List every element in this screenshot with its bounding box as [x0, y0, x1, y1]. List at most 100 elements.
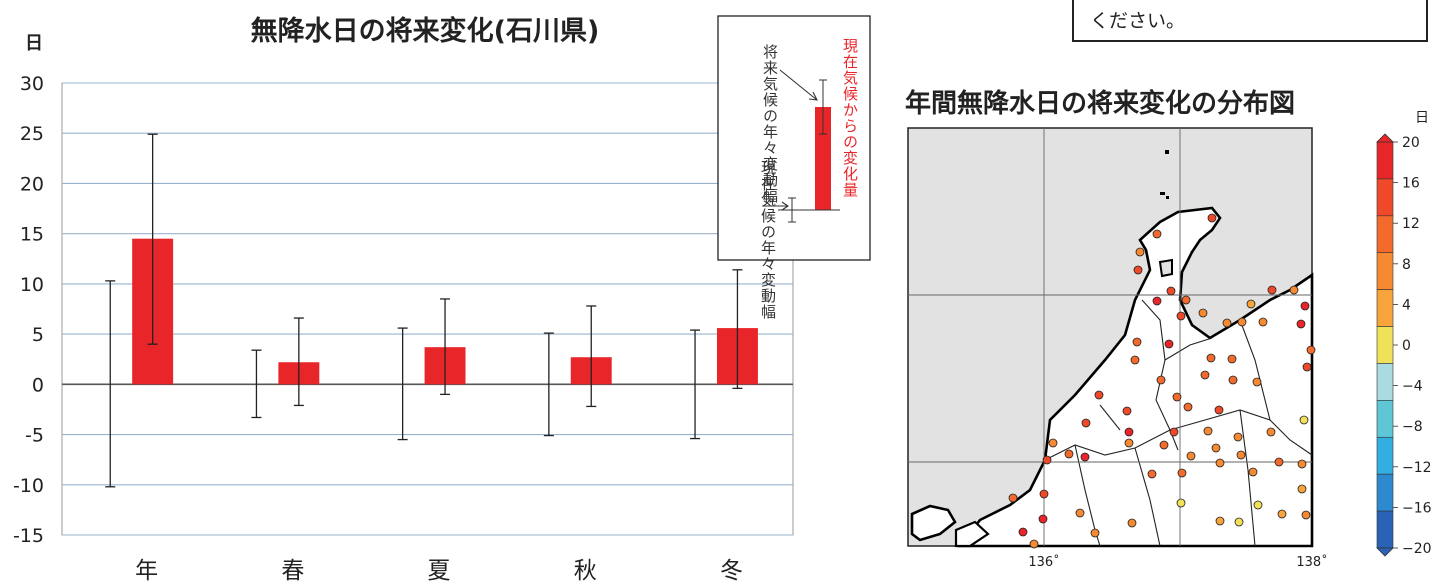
station-marker: [1128, 519, 1136, 527]
station-marker: [1177, 312, 1185, 320]
station-marker: [1134, 266, 1142, 274]
colorbar-tick-label: −4: [1402, 379, 1423, 395]
station-marker: [1290, 286, 1298, 294]
station-marker: [1178, 469, 1186, 477]
y-tick-label: 0: [32, 374, 44, 396]
colorbar-segment: [1377, 327, 1393, 364]
station-marker: [1259, 318, 1267, 326]
station-marker: [1278, 510, 1286, 518]
station-marker: [1216, 517, 1224, 525]
colorbar-segment: [1377, 437, 1393, 474]
station-marker: [1019, 528, 1027, 536]
station-marker: [1302, 511, 1310, 519]
station-marker: [1215, 406, 1223, 414]
station-marker: [1148, 470, 1156, 478]
station-marker: [1303, 363, 1311, 371]
x-tick-label: 秋: [574, 558, 597, 584]
x-tick-label: 年: [135, 558, 158, 584]
y-tick-label: 30: [20, 73, 44, 95]
y-tick-label: -10: [13, 475, 44, 497]
station-marker: [1076, 509, 1084, 517]
station-marker: [1182, 296, 1190, 304]
station-marker: [1249, 468, 1257, 476]
station-marker: [1133, 338, 1141, 346]
station-marker: [1234, 433, 1242, 441]
y-tick-label: 5: [32, 324, 44, 346]
station-marker: [1065, 450, 1073, 458]
colorbar-unit: 日: [1415, 110, 1429, 126]
map-title: 年間無降水日の将来変化の分布図: [905, 88, 1295, 119]
y-axis-unit: 日: [25, 33, 43, 54]
station-marker: [1267, 428, 1275, 436]
x-tick-label: 春: [281, 558, 304, 584]
colorbar-tick-label: −8: [1402, 419, 1423, 435]
bar-chart: 無降水日の将来変化(石川県) 日 30 25 20 15 10 5 0 -5 -10 -15 年 春…: [0, 0, 880, 585]
station-marker: [1131, 356, 1139, 364]
station-marker: [1228, 355, 1236, 363]
station-marker: [1157, 376, 1165, 384]
colorbar-segment: [1377, 363, 1393, 400]
colorbar-tick-label: 16: [1402, 176, 1420, 192]
lon-label-138: 138˚: [1296, 554, 1327, 570]
station-marker: [1247, 300, 1255, 308]
y-tick-label: 15: [20, 224, 44, 246]
chart-title: 無降水日の将来変化(石川県): [251, 15, 600, 47]
station-marker: [1268, 286, 1276, 294]
station-marker: [1275, 458, 1283, 466]
y-tick-label: -15: [13, 525, 44, 547]
station-marker: [1082, 419, 1090, 427]
station-marker: [1254, 501, 1262, 509]
station-marker: [1298, 460, 1306, 468]
colorbar-segment: [1377, 142, 1393, 179]
station-marker: [1229, 376, 1237, 384]
colorbar-tick-label: −20: [1402, 541, 1432, 557]
legend-current-range-label: 現在気候の年々変動幅: [759, 160, 777, 320]
station-marker: [1184, 403, 1192, 411]
station-marker: [1043, 456, 1051, 464]
colorbar: 20 16 12 8 4 0 −4 −8 −12 −16 −20: [1377, 134, 1432, 557]
y-tick-label: 25: [20, 123, 44, 145]
station-marker: [1212, 444, 1220, 452]
station-marker: [1123, 407, 1131, 415]
y-tick-label: 20: [20, 173, 44, 195]
colorbar-segment: [1377, 179, 1393, 216]
station-marker: [1173, 393, 1181, 401]
colorbar-tick-label: −16: [1402, 500, 1432, 516]
colorbar-tick-label: −12: [1402, 460, 1432, 476]
station-marker: [1030, 540, 1038, 548]
station-marker: [1125, 428, 1133, 436]
station-marker: [1049, 439, 1057, 447]
distribution-map: 年間無降水日の将来変化の分布図 136˚ 138˚ 日 20 16 12 8 4 0 −4 −…: [860, 0, 1445, 585]
station-marker: [1199, 309, 1207, 317]
station-marker: [1040, 490, 1048, 498]
colorbar-arrow-bottom: [1377, 548, 1393, 556]
station-marker: [1081, 453, 1089, 461]
y-tick-label: 10: [20, 274, 44, 296]
station-marker: [1153, 297, 1161, 305]
colorbar-segment: [1377, 216, 1393, 253]
station-marker: [1165, 340, 1173, 348]
station-marker: [1235, 518, 1243, 526]
colorbar-tick-label: 20: [1402, 135, 1420, 151]
colorbar-tick-label: 0: [1402, 338, 1411, 354]
station-marker: [1237, 451, 1245, 459]
station-marker: [1125, 439, 1133, 447]
station-marker: [1039, 515, 1047, 523]
station-marker: [1307, 346, 1315, 354]
station-marker: [1216, 459, 1224, 467]
station-marker: [1300, 416, 1308, 424]
colorbar-segment: [1377, 253, 1393, 290]
colorbar-tick-label: 8: [1402, 257, 1411, 273]
y-tick-label: -5: [25, 425, 44, 447]
station-marker: [1204, 427, 1212, 435]
station-marker: [1170, 428, 1178, 436]
station-marker: [1223, 319, 1231, 327]
x-tick-label: 夏: [428, 558, 451, 584]
legend-change-label: 現在気候からの変化量: [841, 38, 859, 198]
station-marker: [1009, 494, 1017, 502]
colorbar-segment: [1377, 511, 1393, 548]
colorbar-segment: [1377, 400, 1393, 437]
station-marker: [1201, 371, 1209, 379]
station-marker: [1167, 287, 1175, 295]
colorbar-segment: [1377, 474, 1393, 511]
